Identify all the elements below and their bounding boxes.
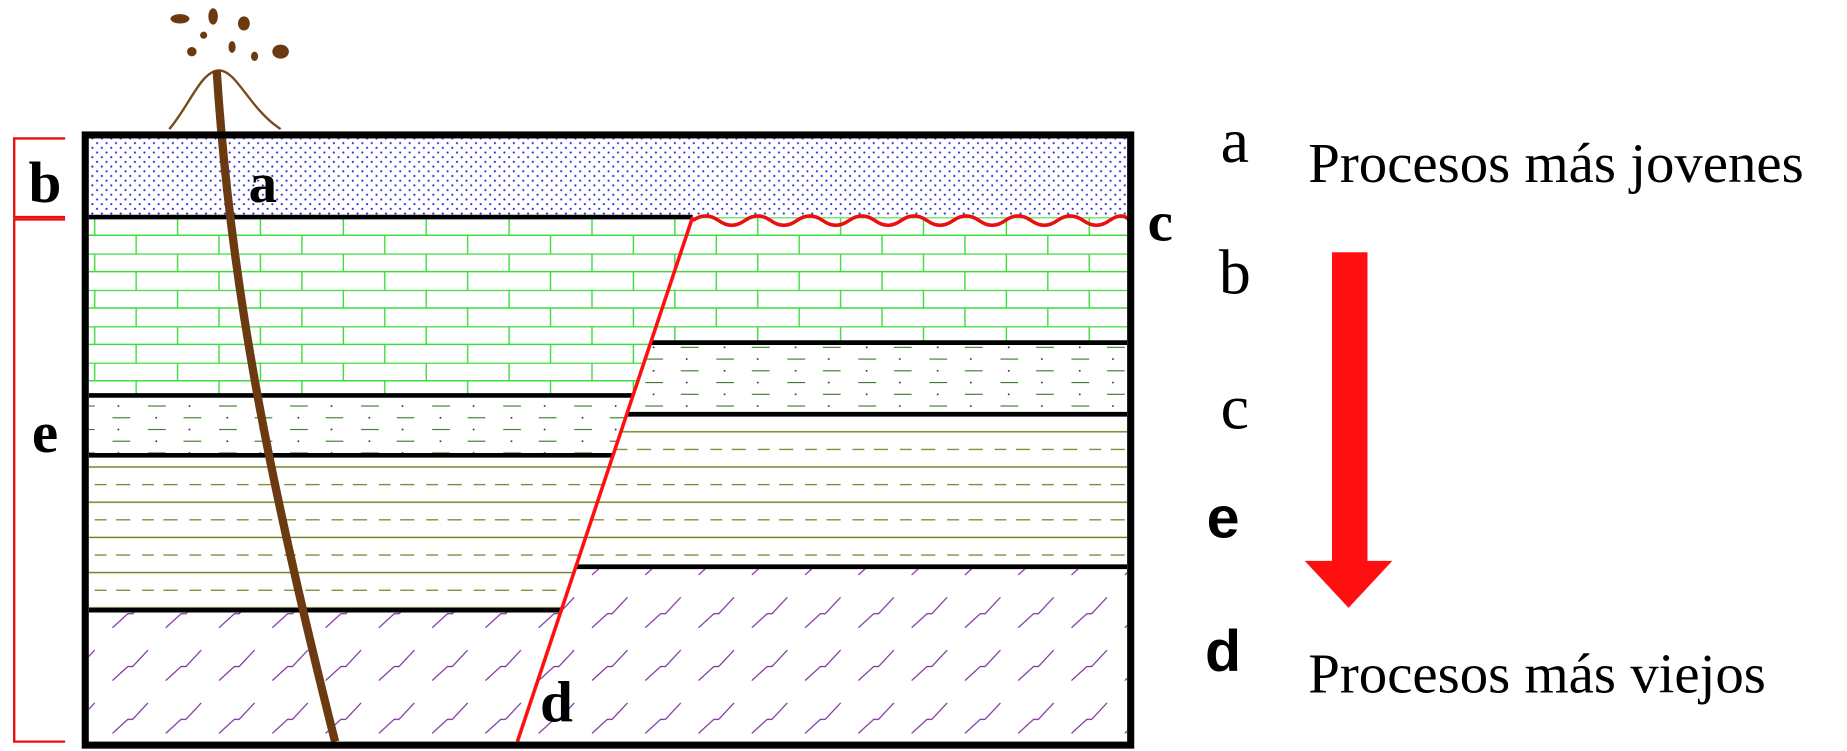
youngest-label: Procesos más jovenes bbox=[1308, 133, 1803, 195]
volcano-label: a bbox=[249, 153, 277, 215]
bracket-e bbox=[13, 218, 66, 743]
layer-b bbox=[88, 138, 1128, 218]
sequence-item: d bbox=[1205, 619, 1241, 684]
sequence-item: b bbox=[1219, 237, 1251, 308]
right-block bbox=[517, 217, 1128, 742]
bracket-label: e bbox=[32, 399, 58, 465]
time-arrow bbox=[1304, 252, 1393, 608]
bracket-label: b bbox=[29, 149, 62, 215]
unconformity bbox=[691, 214, 1131, 228]
unconformity-label: c bbox=[1148, 192, 1173, 254]
fault-label: d bbox=[540, 669, 573, 735]
section-frame bbox=[81, 131, 1135, 749]
sequence-item: c bbox=[1221, 372, 1249, 443]
volcano-cone bbox=[168, 69, 282, 131]
bracket-b bbox=[13, 137, 66, 219]
sequence-item: a bbox=[1221, 105, 1249, 176]
fault bbox=[515, 216, 695, 743]
sequence-item: e bbox=[1207, 486, 1240, 551]
oldest-label: Procesos más viejos bbox=[1308, 644, 1766, 706]
volcanic-conduit bbox=[212, 70, 340, 743]
eruption bbox=[170, 8, 289, 62]
